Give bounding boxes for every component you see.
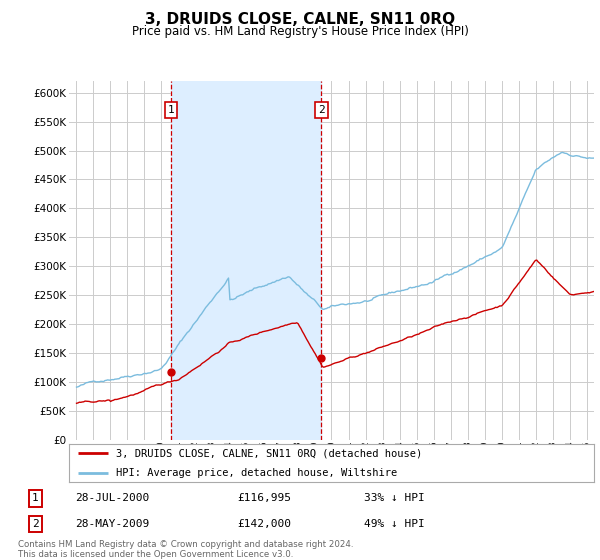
Text: 49% ↓ HPI: 49% ↓ HPI bbox=[364, 519, 424, 529]
Text: HPI: Average price, detached house, Wiltshire: HPI: Average price, detached house, Wilt… bbox=[116, 468, 398, 478]
Text: 28-MAY-2009: 28-MAY-2009 bbox=[76, 519, 150, 529]
Text: 28-JUL-2000: 28-JUL-2000 bbox=[76, 493, 150, 503]
Text: 3, DRUIDS CLOSE, CALNE, SN11 0RQ: 3, DRUIDS CLOSE, CALNE, SN11 0RQ bbox=[145, 12, 455, 27]
Text: £116,995: £116,995 bbox=[237, 493, 291, 503]
Text: 33% ↓ HPI: 33% ↓ HPI bbox=[364, 493, 424, 503]
Text: 3, DRUIDS CLOSE, CALNE, SN11 0RQ (detached house): 3, DRUIDS CLOSE, CALNE, SN11 0RQ (detach… bbox=[116, 448, 422, 458]
Text: 2: 2 bbox=[318, 105, 325, 115]
Text: 1: 1 bbox=[32, 493, 38, 503]
Text: Price paid vs. HM Land Registry's House Price Index (HPI): Price paid vs. HM Land Registry's House … bbox=[131, 25, 469, 38]
Text: Contains HM Land Registry data © Crown copyright and database right 2024.
This d: Contains HM Land Registry data © Crown c… bbox=[18, 540, 353, 559]
Text: 2: 2 bbox=[32, 519, 38, 529]
Text: £142,000: £142,000 bbox=[237, 519, 291, 529]
Text: 1: 1 bbox=[167, 105, 174, 115]
Bar bbox=[171, 81, 322, 440]
